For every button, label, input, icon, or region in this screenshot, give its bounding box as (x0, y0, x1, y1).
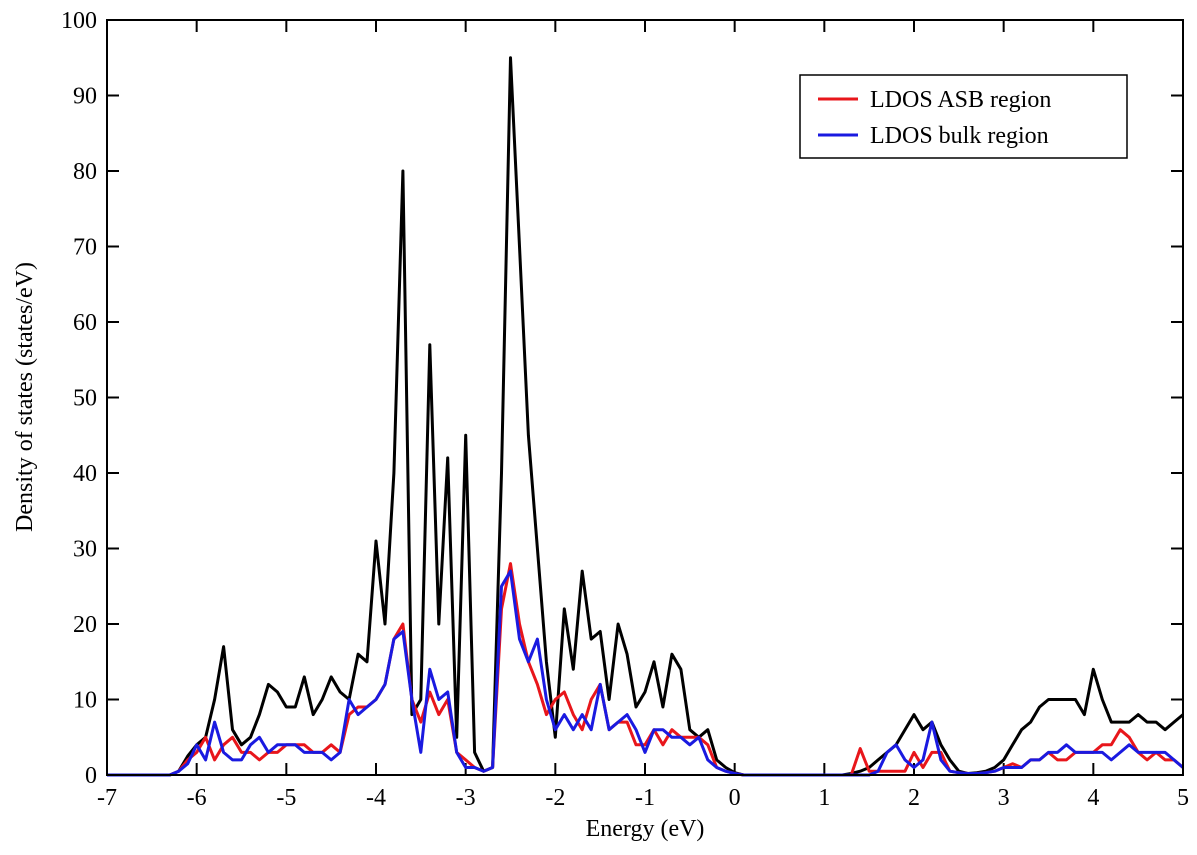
legend-label: LDOS bulk region (870, 123, 1049, 149)
x-tick-label: 1 (818, 785, 830, 811)
y-tick-label: 0 (85, 763, 97, 789)
y-tick-label: 80 (73, 159, 97, 185)
y-tick-label: 20 (73, 612, 97, 638)
x-tick-label: -1 (635, 785, 655, 811)
legend-box (799, 74, 1128, 159)
x-tick-label: 0 (729, 785, 741, 811)
y-tick-label: 40 (73, 461, 97, 487)
line-series (107, 569, 1184, 777)
x-tick-label: 5 (1177, 785, 1189, 811)
x-tick-label: -4 (366, 785, 386, 811)
x-tick-label: -3 (456, 785, 476, 811)
y-tick-label: 70 (73, 235, 97, 261)
y-tick-label: 90 (73, 84, 97, 110)
x-tick-label: 3 (998, 785, 1010, 811)
line-series (107, 562, 1184, 777)
x-tick-label: 2 (908, 785, 920, 811)
y-tick-label: 50 (73, 386, 97, 412)
plot-frame (106, 19, 1184, 776)
x-tick-label: 4 (1087, 785, 1099, 811)
y-tick-label: 10 (73, 688, 97, 714)
x-axis-label: Energy (eV) (586, 816, 705, 842)
legend-label: LDOS ASB region (870, 87, 1051, 113)
y-tick-label: 100 (61, 8, 97, 34)
line-series (107, 56, 1184, 777)
y-tick-label: 30 (73, 537, 97, 563)
x-tick-label: -7 (97, 785, 117, 811)
x-tick-label: -6 (187, 785, 207, 811)
y-tick-label: 60 (73, 310, 97, 336)
y-axis-label: Density of states (states/eV) (12, 262, 38, 532)
x-tick-label: -2 (545, 785, 565, 811)
x-tick-label: -5 (276, 785, 296, 811)
